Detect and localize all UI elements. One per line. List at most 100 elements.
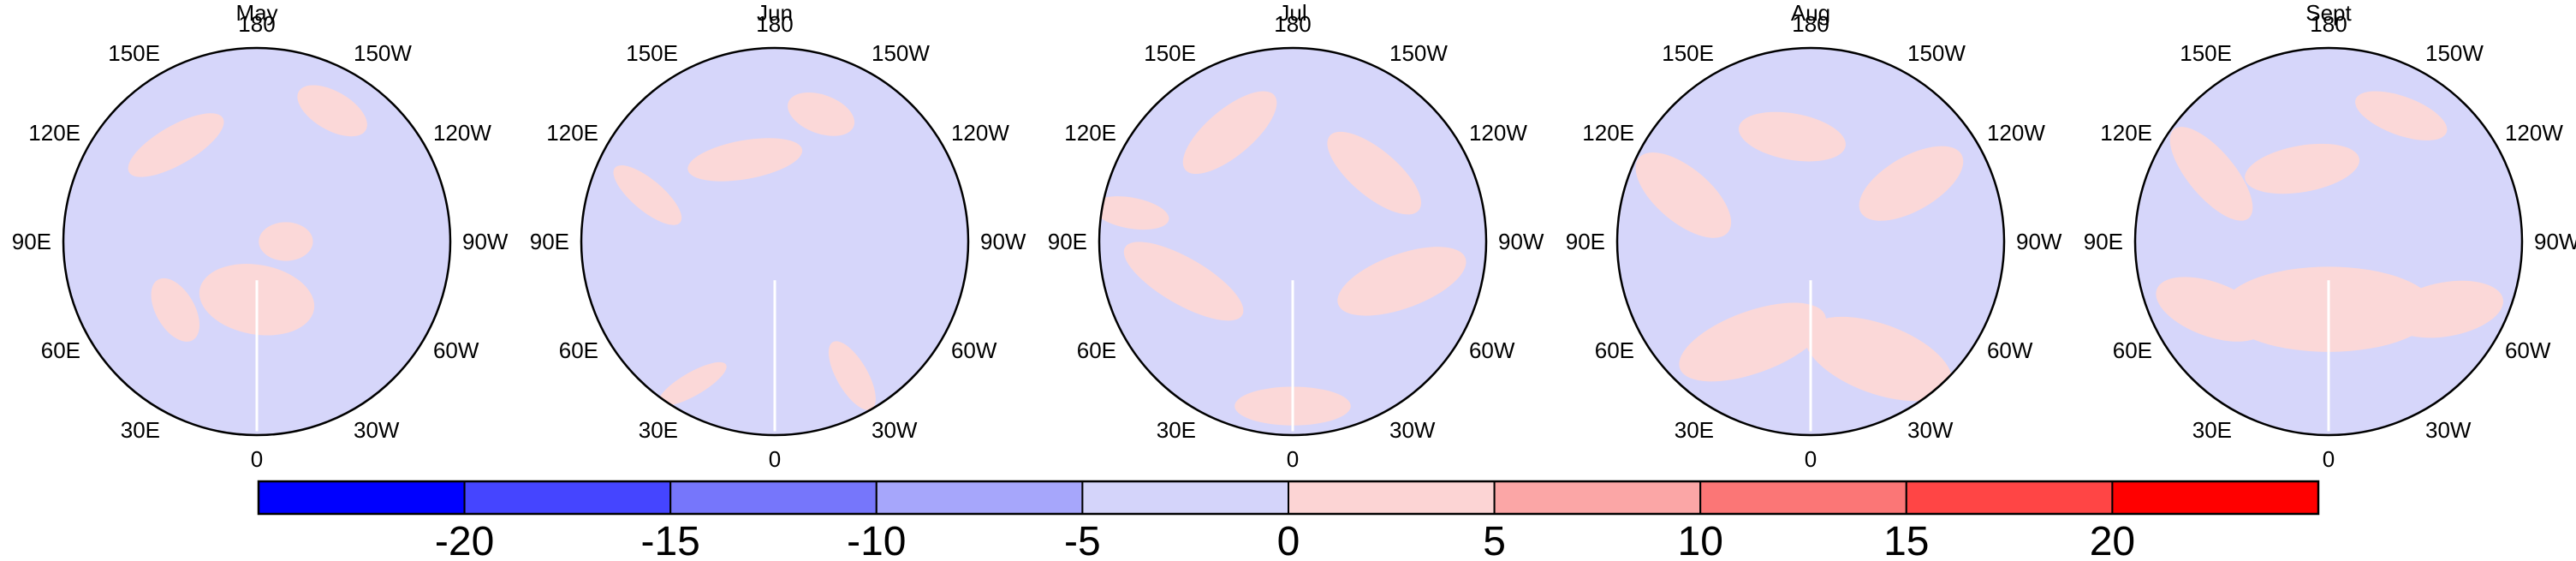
longitude-label: 90E	[530, 229, 569, 254]
panel-title: May	[235, 0, 277, 26]
longitude-label: 0	[769, 446, 781, 472]
polar-map-panel: 180 150E 120E 90E 60E 30E 0 30W 60W 90W 120W 150W Ju…	[530, 0, 1026, 472]
anomaly-patch	[1327, 131, 1422, 215]
colorbar-tick-label: 0	[1277, 519, 1300, 561]
longitude-label: 120W	[1469, 120, 1527, 146]
anomaly-patch	[128, 113, 224, 177]
anomaly-patch	[297, 85, 367, 137]
longitude-label: 150W	[2425, 40, 2484, 66]
colorbar-frame	[257, 480, 2320, 516]
polar-map-panels: 180 150E 120E 90E 60E 30E 0 30W 60W 90W 120W 150W Ma…	[12, 0, 2576, 472]
longitude-label: 150E	[1662, 40, 1714, 66]
longitude-label: 120E	[28, 120, 80, 146]
longitude-label: 90W	[2016, 229, 2062, 254]
longitude-label: 150W	[354, 40, 412, 66]
colorbar-tick-label: -15	[641, 519, 700, 561]
longitude-label: 120E	[2100, 120, 2152, 146]
colorbar-swatch	[1905, 480, 2114, 515]
longitude-label: 60W	[951, 337, 997, 363]
longitude-label: 30W	[872, 417, 918, 443]
longitude-label: 60E	[41, 337, 80, 363]
polar-map-panel: 180 150E 120E 90E 60E 30E 0 30W 60W 90W 120W 150W Ju…	[1048, 0, 1544, 472]
anomaly-patch	[2389, 280, 2504, 338]
longitude-label: 90E	[1566, 229, 1605, 254]
longitude-label: 150W	[1907, 40, 1966, 66]
longitude-label: 60W	[2505, 337, 2551, 363]
polar-map-panel: 180 150E 120E 90E 60E 30E 0 30W 60W 90W 120W 150W Ma…	[12, 0, 509, 472]
map-border	[1615, 46, 2006, 437]
longitude-label: 120W	[1987, 120, 2045, 146]
longitude-label: 60E	[1077, 337, 1116, 363]
longitude-label: 150E	[108, 40, 160, 66]
longitude-label: 150W	[1389, 40, 1448, 66]
longitude-label: 150E	[1144, 40, 1196, 66]
longitude-label: 30W	[354, 417, 400, 443]
longitude-label: 90W	[1498, 229, 1544, 254]
longitude-label: 120W	[2505, 120, 2563, 146]
colorbar: -20 -15 -10 -5 0 5 10 15 20	[257, 480, 2320, 561]
longitude-label: 180	[1274, 11, 1311, 37]
panel-title: Jul	[1278, 0, 1306, 26]
longitude-label: 180	[238, 11, 275, 37]
longitude-label: 180	[1792, 11, 1829, 37]
anomaly-patch	[1859, 146, 1964, 221]
anomaly-patch	[1679, 302, 1827, 382]
anomaly-patch	[259, 222, 313, 261]
longitude-label: 0	[1805, 446, 1817, 472]
polar-map-panel: 180 150E 120E 90E 60E 30E 0 30W 60W 90W 120W 150W Au…	[1566, 0, 2062, 472]
map-border	[62, 46, 452, 437]
longitude-label: 90E	[1048, 229, 1087, 254]
longitude-label: 30W	[2425, 417, 2472, 443]
anomaly-patch	[2245, 143, 2360, 194]
colorbar-swatch	[1699, 480, 1907, 515]
anomaly-patch	[2355, 91, 2448, 140]
longitude-label: 120W	[433, 120, 491, 146]
positive-anomaly-field	[1099, 91, 1466, 426]
map-border	[2133, 46, 2524, 437]
longitude-label: 30E	[1675, 417, 1714, 443]
colorbar-tick-label: -10	[847, 519, 906, 561]
longitude-label: 150E	[626, 40, 678, 66]
anomaly-patch	[1123, 242, 1244, 321]
anomaly-patch	[151, 278, 200, 342]
anomaly-patch	[1337, 247, 1466, 316]
longitude-label: 150E	[2180, 40, 2232, 66]
longitude-label: 60E	[559, 337, 598, 363]
anomaly-patch	[613, 165, 682, 225]
longitude-label: 60W	[1469, 337, 1515, 363]
colorbar-tick-label: 15	[1883, 519, 1929, 561]
map-border	[580, 46, 970, 437]
longitude-label: 60W	[433, 337, 479, 363]
anomaly-patch	[828, 341, 876, 410]
anomaly-patch	[1099, 196, 1169, 230]
longitude-label: 0	[1287, 446, 1299, 472]
longitude-label: 180	[756, 11, 793, 37]
longitude-label: 60E	[2113, 337, 2152, 363]
panel-title: Aug	[1791, 0, 1830, 26]
colorbar-swatch	[463, 480, 672, 515]
colorbar-tick-label: -5	[1064, 519, 1101, 561]
anomaly-patch	[1805, 316, 1953, 402]
positive-anomaly-field	[613, 92, 876, 410]
longitude-label: 120W	[951, 120, 1009, 146]
longitude-label: 90W	[980, 229, 1026, 254]
colorbar-tick-label: 10	[1678, 519, 1723, 561]
longitude-label: 30E	[121, 417, 160, 443]
panel-title: Sept	[2305, 0, 2352, 26]
anomaly-patch	[1738, 111, 1846, 162]
anomaly-patch	[1635, 152, 1732, 238]
longitude-label: 90E	[12, 229, 51, 254]
anomaly-patch	[2156, 277, 2267, 342]
colorbar-swatch	[875, 480, 1084, 515]
longitude-label: 60W	[1987, 337, 2033, 363]
colorbar-swatch	[258, 480, 466, 515]
longitude-label: 150W	[872, 40, 930, 66]
longitude-label: 120E	[1582, 120, 1634, 146]
anomaly-patch	[687, 138, 803, 182]
longitude-label: 0	[2323, 446, 2335, 472]
colorbar-swatch	[2111, 480, 2319, 515]
colorbar-tick-label: 20	[2090, 519, 2135, 561]
anomaly-patch	[658, 361, 727, 406]
anomaly-patch	[1182, 91, 1277, 175]
